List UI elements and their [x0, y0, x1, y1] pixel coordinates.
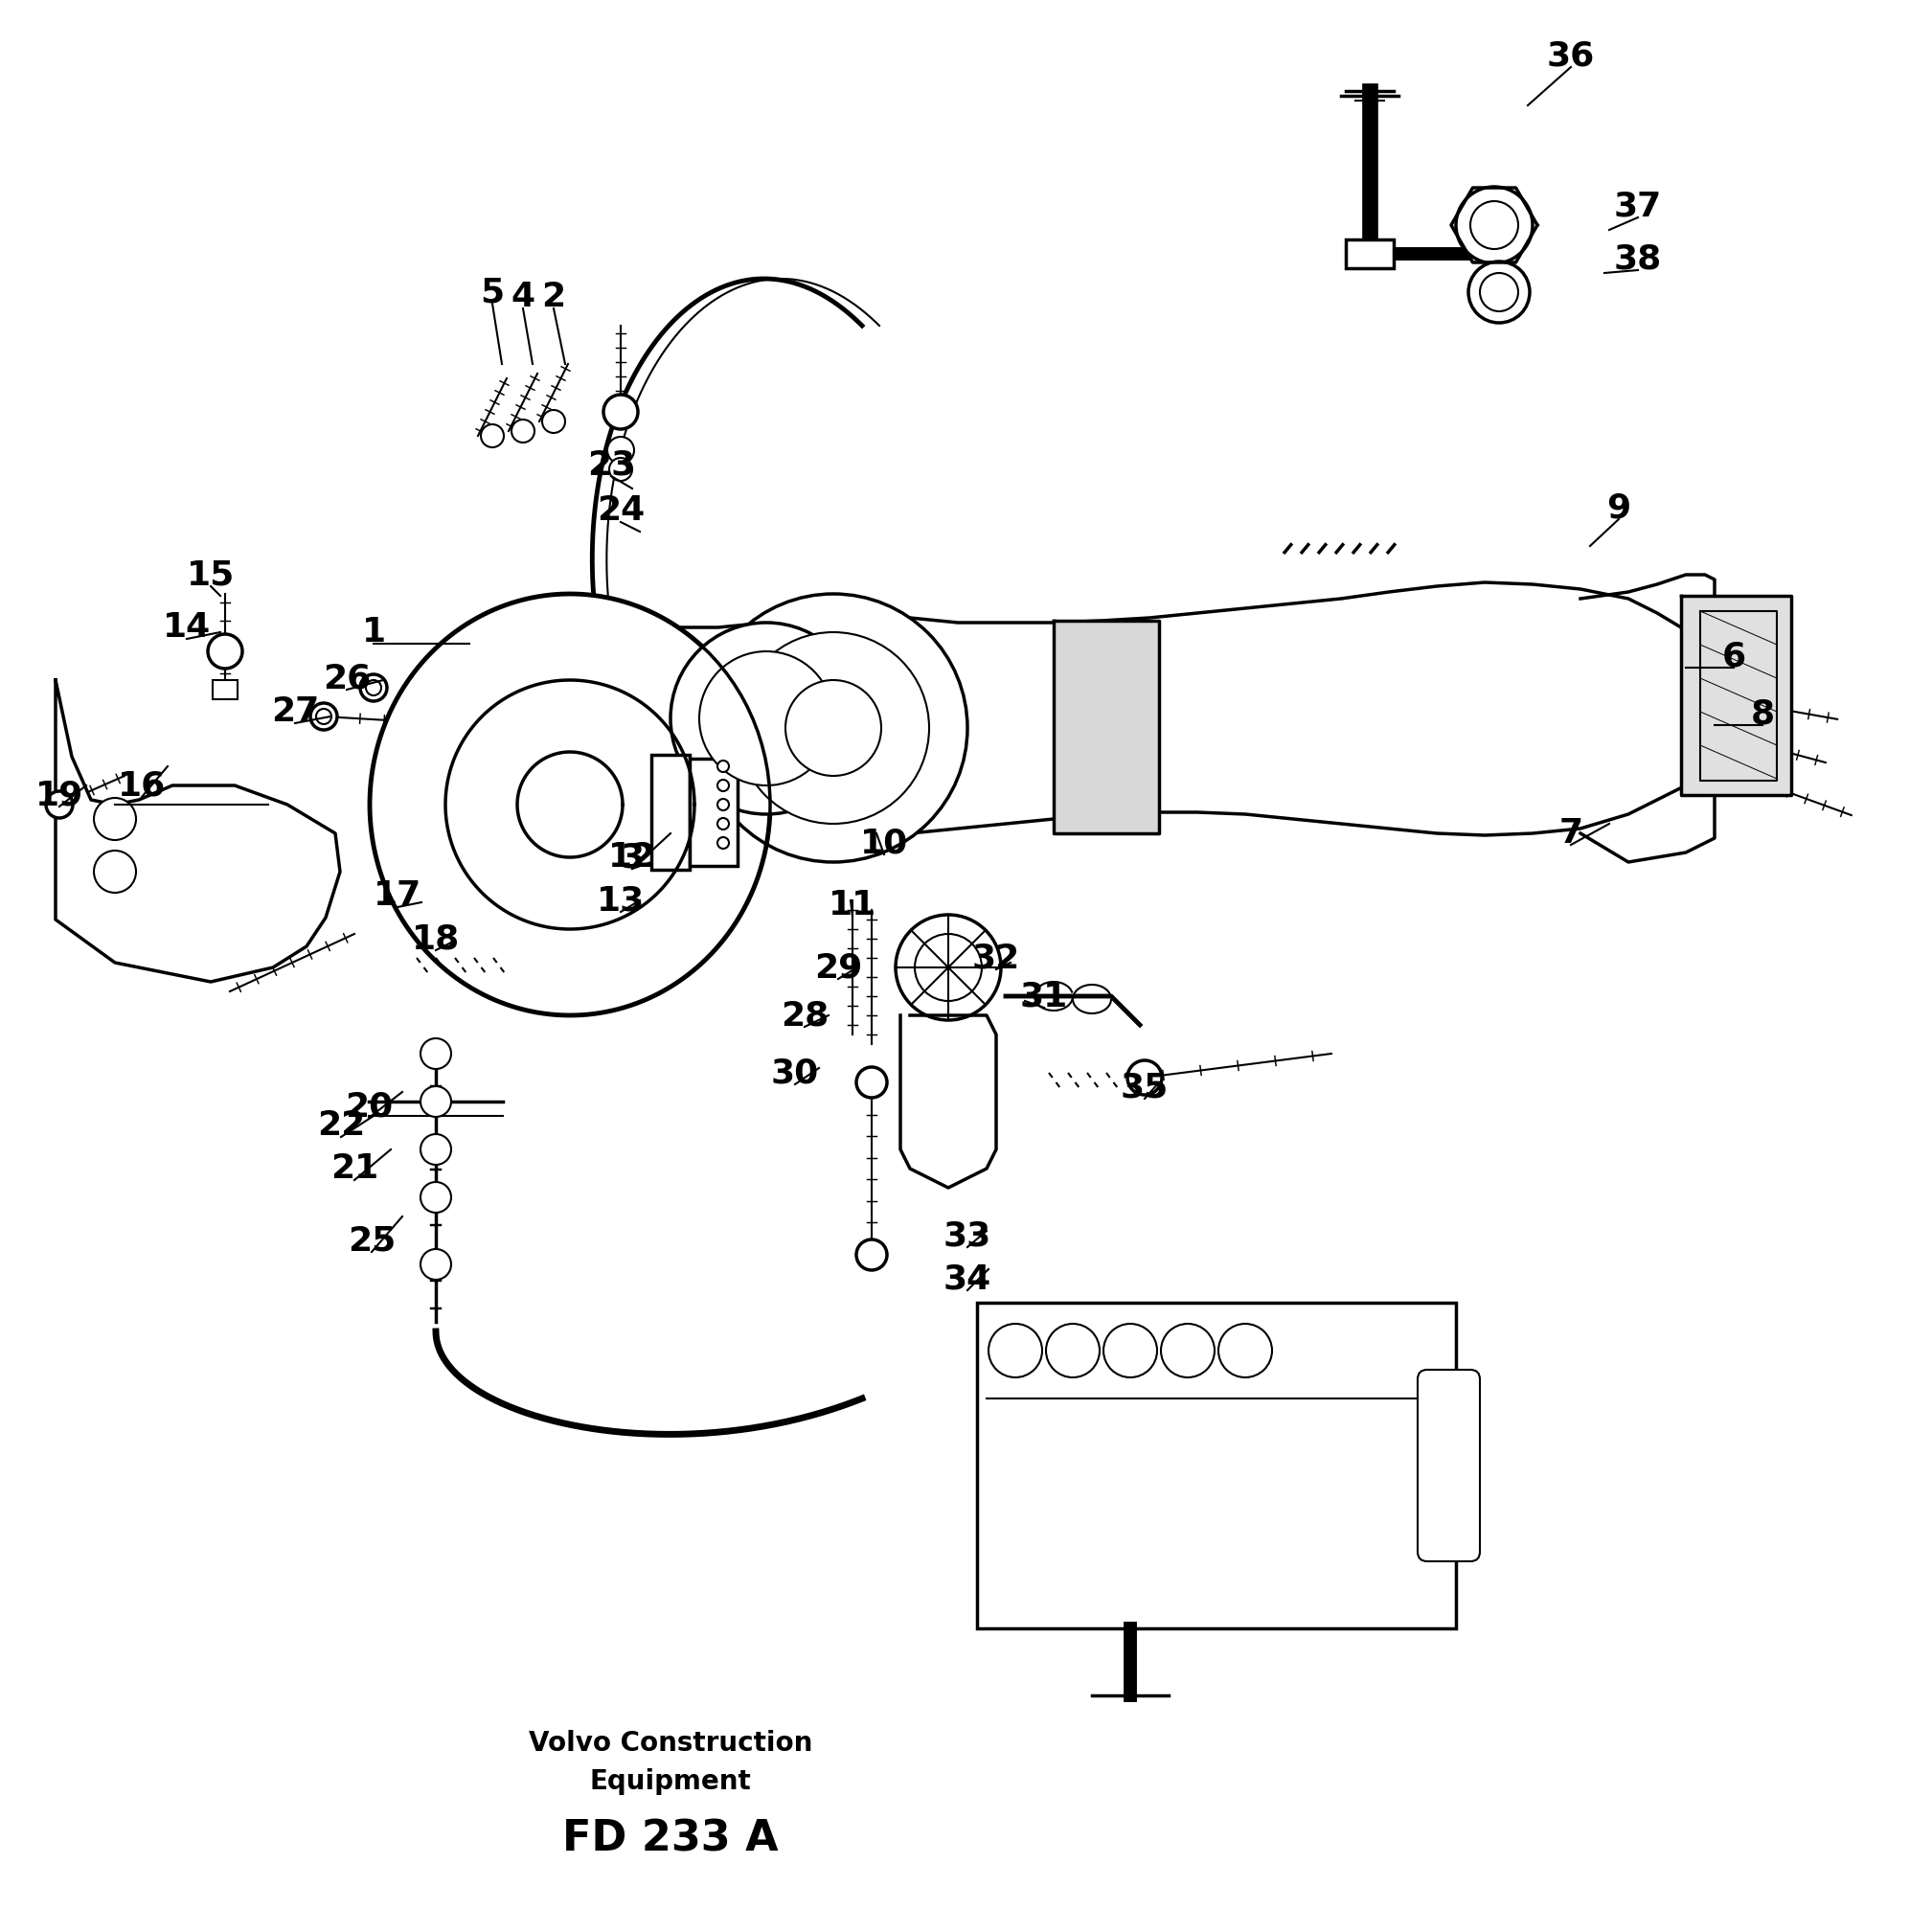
Circle shape	[607, 437, 634, 464]
Circle shape	[1457, 187, 1532, 263]
Circle shape	[543, 410, 566, 433]
Text: 16: 16	[118, 769, 166, 802]
Text: 34: 34	[943, 1262, 991, 1294]
Bar	[651, 755, 690, 869]
Circle shape	[609, 458, 632, 481]
Text: 24: 24	[597, 495, 645, 527]
Text: FD 233 A: FD 233 A	[562, 1818, 779, 1861]
Text: 2: 2	[541, 280, 566, 313]
Circle shape	[856, 1066, 887, 1097]
Text: 32: 32	[972, 941, 1020, 974]
Circle shape	[896, 914, 1001, 1020]
Polygon shape	[369, 593, 771, 1016]
Text: 1: 1	[361, 616, 386, 649]
Polygon shape	[1580, 574, 1714, 862]
Bar	[1347, 240, 1393, 269]
Circle shape	[1128, 1061, 1161, 1095]
Circle shape	[365, 680, 381, 696]
Circle shape	[359, 674, 386, 701]
Circle shape	[46, 792, 73, 817]
Circle shape	[989, 1323, 1041, 1378]
Circle shape	[317, 709, 332, 724]
Circle shape	[1103, 1323, 1157, 1378]
Text: 25: 25	[348, 1225, 396, 1256]
Circle shape	[1470, 201, 1519, 249]
Circle shape	[421, 1086, 452, 1117]
Text: Volvo Construction: Volvo Construction	[529, 1729, 813, 1756]
Text: 35: 35	[1121, 1070, 1169, 1103]
Circle shape	[209, 634, 242, 668]
Text: 9: 9	[1607, 491, 1631, 524]
Circle shape	[421, 1182, 452, 1213]
Circle shape	[1468, 261, 1530, 323]
Circle shape	[603, 394, 638, 429]
Circle shape	[717, 837, 728, 848]
Circle shape	[738, 632, 929, 823]
Text: 19: 19	[35, 779, 83, 811]
Circle shape	[1480, 272, 1519, 311]
Circle shape	[1045, 1323, 1099, 1378]
Text: 8: 8	[1750, 697, 1774, 730]
Circle shape	[95, 798, 135, 840]
Text: 31: 31	[1020, 980, 1068, 1012]
Circle shape	[717, 781, 728, 792]
Text: 4: 4	[510, 280, 535, 313]
Text: 28: 28	[781, 999, 829, 1032]
Polygon shape	[1053, 620, 1159, 833]
Circle shape	[481, 425, 504, 448]
Bar	[978, 1302, 1457, 1629]
Circle shape	[717, 817, 728, 829]
Circle shape	[699, 593, 968, 862]
Circle shape	[856, 1240, 887, 1269]
Polygon shape	[1681, 595, 1791, 796]
Text: 7: 7	[1559, 817, 1582, 850]
Text: 5: 5	[481, 276, 504, 309]
Circle shape	[717, 761, 728, 773]
Polygon shape	[56, 680, 340, 981]
Text: 22: 22	[317, 1109, 365, 1142]
Circle shape	[311, 703, 338, 730]
Text: 27: 27	[270, 696, 319, 728]
Circle shape	[421, 1037, 452, 1068]
Circle shape	[421, 1250, 452, 1279]
FancyBboxPatch shape	[1418, 1370, 1480, 1561]
Circle shape	[717, 798, 728, 810]
Text: 17: 17	[373, 879, 421, 912]
Polygon shape	[446, 680, 694, 929]
Circle shape	[512, 419, 535, 442]
Text: 6: 6	[1721, 639, 1747, 672]
Text: 18: 18	[412, 922, 460, 954]
Text: Equipment: Equipment	[589, 1768, 752, 1795]
Text: 26: 26	[323, 663, 371, 694]
Circle shape	[786, 680, 881, 777]
Text: 38: 38	[1613, 242, 1662, 274]
Circle shape	[1161, 1323, 1215, 1378]
Bar	[690, 759, 738, 866]
FancyBboxPatch shape	[213, 680, 238, 699]
Text: 14: 14	[162, 611, 211, 643]
Text: 15: 15	[187, 558, 236, 591]
Text: 30: 30	[771, 1057, 819, 1090]
Text: 33: 33	[943, 1219, 991, 1252]
Text: 10: 10	[860, 827, 908, 860]
Text: 11: 11	[829, 889, 877, 922]
Circle shape	[699, 651, 833, 786]
Text: 37: 37	[1613, 189, 1662, 222]
Text: 36: 36	[1548, 39, 1596, 71]
Text: 21: 21	[330, 1151, 379, 1184]
Circle shape	[670, 622, 862, 813]
Text: 29: 29	[813, 951, 862, 983]
Circle shape	[914, 933, 981, 1001]
Circle shape	[421, 1134, 452, 1165]
Text: 13: 13	[597, 885, 645, 916]
Text: 12: 12	[609, 840, 657, 873]
Text: 3: 3	[620, 840, 643, 873]
Circle shape	[95, 850, 135, 893]
Text: 23: 23	[587, 448, 636, 481]
Text: 20: 20	[344, 1090, 392, 1122]
Polygon shape	[518, 752, 622, 858]
Circle shape	[1219, 1323, 1271, 1378]
Polygon shape	[900, 1016, 997, 1188]
Polygon shape	[421, 582, 1687, 862]
